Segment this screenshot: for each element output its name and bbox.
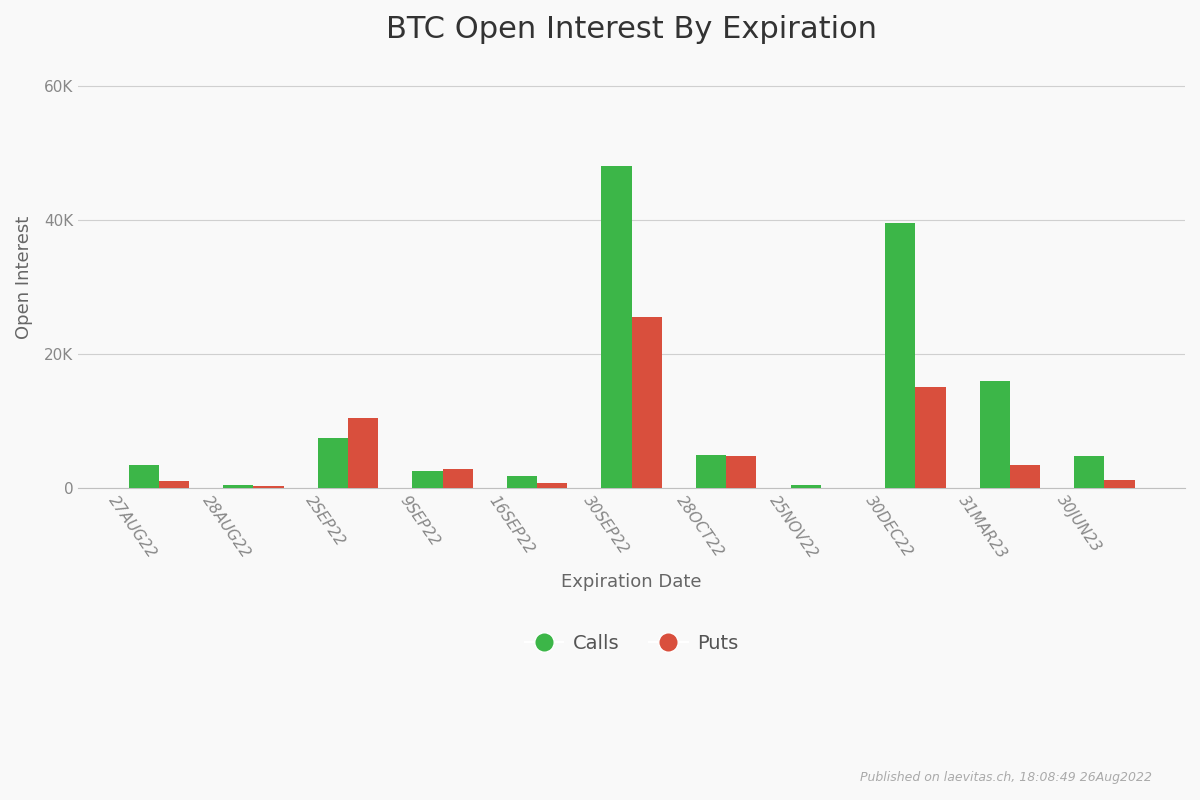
Bar (413, 471, 443, 488)
Bar (223, 486, 253, 488)
Bar (979, 381, 1010, 488)
Bar (696, 454, 726, 488)
Bar (631, 317, 662, 488)
Title: BTC Open Interest By Expiration: BTC Open Interest By Expiration (386, 15, 877, 44)
Legend: Calls, Puts: Calls, Puts (515, 625, 749, 663)
Bar (601, 166, 631, 488)
Bar (318, 438, 348, 488)
Bar (791, 485, 821, 488)
Bar (253, 486, 283, 488)
Bar (158, 482, 190, 488)
Bar (1074, 456, 1104, 488)
Bar (1104, 480, 1135, 488)
Bar (506, 476, 538, 488)
Bar (726, 456, 756, 488)
Y-axis label: Open Interest: Open Interest (14, 215, 32, 338)
Bar (1010, 465, 1040, 488)
Bar (916, 387, 946, 488)
Text: Published on laevitas.ch, 18:08:49 26Aug2022: Published on laevitas.ch, 18:08:49 26Aug… (860, 771, 1152, 784)
X-axis label: Expiration Date: Expiration Date (562, 573, 702, 590)
Bar (538, 483, 568, 488)
Bar (348, 418, 378, 488)
Bar (443, 470, 473, 488)
Bar (886, 223, 916, 488)
Bar (128, 465, 158, 488)
